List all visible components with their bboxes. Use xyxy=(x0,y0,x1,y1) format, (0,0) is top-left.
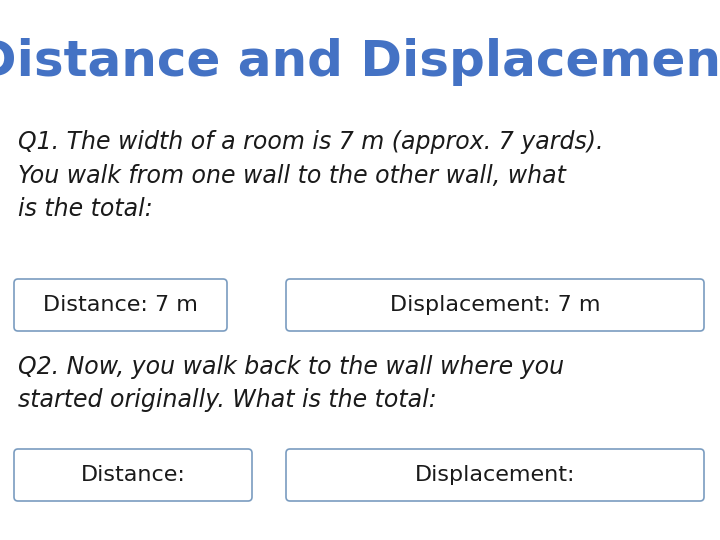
Text: Displacement:: Displacement: xyxy=(415,465,575,485)
FancyBboxPatch shape xyxy=(14,279,227,331)
Text: Distance and Displacement: Distance and Displacement xyxy=(0,38,720,86)
FancyBboxPatch shape xyxy=(286,449,704,501)
Text: Displacement: 7 m: Displacement: 7 m xyxy=(390,295,600,315)
Text: Distance: 7 m: Distance: 7 m xyxy=(43,295,198,315)
Text: Q1. The width of a room is 7 m (approx. 7 yards).
You walk from one wall to the : Q1. The width of a room is 7 m (approx. … xyxy=(18,130,603,221)
FancyBboxPatch shape xyxy=(14,449,252,501)
FancyBboxPatch shape xyxy=(286,279,704,331)
Text: Distance:: Distance: xyxy=(81,465,186,485)
Text: Q2. Now, you walk back to the wall where you
started originally. What is the tot: Q2. Now, you walk back to the wall where… xyxy=(18,355,564,413)
